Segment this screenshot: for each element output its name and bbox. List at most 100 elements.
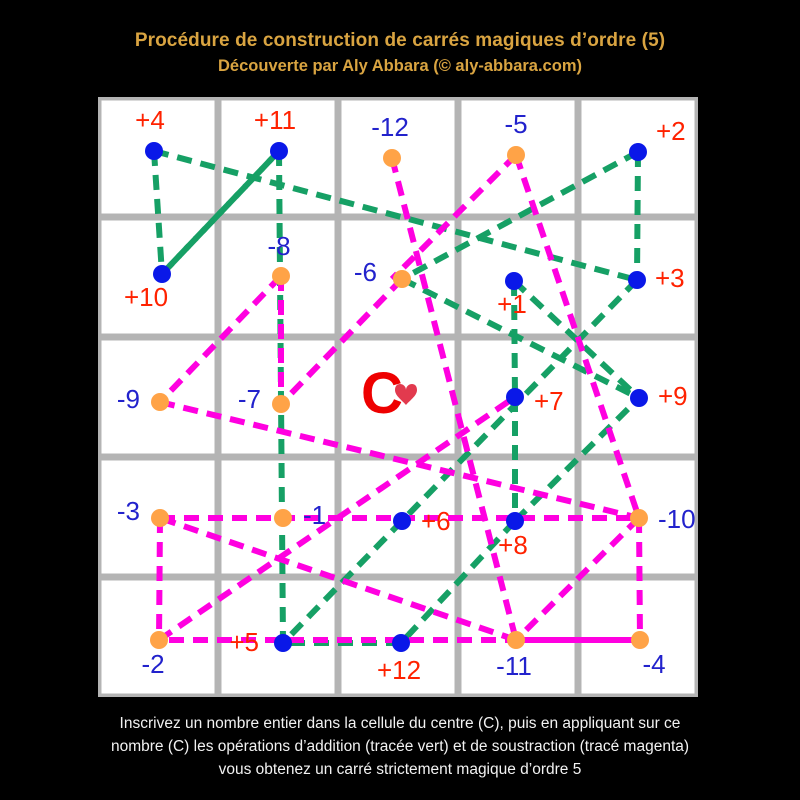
figure-caption: Inscrivez un nombre entier dans la cellu…	[0, 712, 800, 781]
node-plus6[interactable]: +6	[393, 506, 451, 536]
node-label: -1	[303, 500, 326, 530]
node-dot[interactable]	[150, 631, 168, 649]
addition-path	[400, 149, 640, 282]
node-label: -8	[267, 231, 290, 261]
subtraction-path	[636, 517, 643, 641]
node-label: -2	[141, 649, 164, 679]
subtraction-path	[389, 157, 519, 641]
subtraction-path	[159, 515, 517, 643]
node-dot[interactable]	[145, 142, 163, 160]
node-dot[interactable]	[151, 509, 169, 527]
node-dot[interactable]	[507, 631, 525, 649]
node-dot[interactable]	[630, 509, 648, 527]
node-minus3[interactable]: -3	[117, 496, 169, 527]
node-dot[interactable]	[270, 142, 288, 160]
node-layer: +4 +11 -12 -5 +2 +10 -8 -6 +1 +3 -9 -7 +7 +9 -3 -1 +6 +8 -…	[117, 105, 696, 685]
node-dot[interactable]	[274, 509, 292, 527]
subtraction-path-layer	[156, 152, 643, 643]
subtraction-path	[389, 152, 519, 282]
node-label: +8	[498, 530, 528, 560]
node-label: -9	[117, 384, 140, 414]
node-minus12[interactable]: -12	[371, 112, 409, 167]
node-minus6[interactable]: -6	[354, 257, 411, 288]
page-subtitle: Découverte par Aly Abbara (© aly-abbara.…	[218, 57, 582, 75]
node-dot[interactable]	[383, 149, 401, 167]
node-minus9[interactable]: -9	[117, 384, 169, 414]
node-label: +2	[656, 116, 686, 146]
node-minus2[interactable]: -2	[141, 631, 168, 679]
node-plus9[interactable]: +9	[630, 381, 688, 411]
node-label: +10	[124, 282, 168, 312]
subtraction-path	[513, 154, 642, 519]
node-label: +4	[135, 105, 165, 135]
node-dot[interactable]	[506, 512, 524, 530]
heart-icon	[395, 383, 417, 405]
node-dot[interactable]	[506, 388, 524, 406]
node-dot[interactable]	[393, 270, 411, 288]
addition-path	[159, 148, 282, 277]
page-title: Procédure de construction de carrés magi…	[134, 30, 666, 51]
node-dot[interactable]	[629, 143, 647, 161]
addition-path	[398, 518, 518, 646]
node-label: -12	[371, 112, 409, 142]
node-plus4[interactable]: +4	[135, 105, 165, 160]
node-label: +1	[497, 289, 527, 319]
node-minus11[interactable]: -11	[496, 631, 532, 681]
node-dot[interactable]	[153, 265, 171, 283]
node-dot[interactable]	[630, 389, 648, 407]
addition-path	[400, 276, 641, 401]
node-minus10[interactable]: -10	[630, 504, 696, 534]
caption-line-2: nombre (C) les opérations d’addition (tr…	[110, 738, 690, 755]
node-plus12[interactable]: +12	[377, 634, 421, 685]
node-dot[interactable]	[628, 271, 646, 289]
node-plus8[interactable]: +8	[498, 512, 528, 560]
node-label: +6	[421, 506, 451, 536]
node-minus5[interactable]: -5	[504, 109, 528, 164]
node-plus11[interactable]: +11	[254, 105, 296, 160]
node-minus4[interactable]: -4	[631, 631, 666, 679]
addition-path	[511, 280, 518, 398]
node-plus5[interactable]: +5	[229, 627, 292, 657]
node-plus10[interactable]: +10	[124, 265, 171, 312]
magic-square-figure: C +4 +11 -12 -5 +2 +10 -8 -6 +1 +3 -9 -7 +7 +9 -3 -1 +6 +…	[96, 94, 704, 702]
addition-path	[151, 150, 165, 275]
node-label: +3	[655, 263, 685, 293]
node-label: +12	[377, 655, 421, 685]
node-dot[interactable]	[507, 146, 525, 164]
addition-path	[153, 148, 638, 283]
node-label: -11	[496, 651, 532, 681]
node-plus3[interactable]: +3	[628, 263, 685, 293]
node-dot[interactable]	[631, 631, 649, 649]
subtraction-path	[157, 273, 284, 405]
node-dot[interactable]	[274, 634, 292, 652]
subtraction-path	[159, 399, 640, 521]
node-label: +5	[229, 627, 259, 657]
node-minus7[interactable]: -7	[238, 384, 290, 414]
node-label: +7	[534, 386, 564, 416]
title-block: Procédure de construction de carrés magi…	[0, 28, 800, 78]
node-plus2[interactable]: +2	[629, 116, 686, 161]
caption-line-1: Inscrivez un nombre entier dans la cellu…	[119, 715, 681, 732]
center-cell-symbol: C	[361, 361, 417, 426]
node-minus8[interactable]: -8	[267, 231, 291, 285]
node-dot[interactable]	[392, 634, 410, 652]
node-plus7[interactable]: +7	[506, 386, 564, 416]
node-label: +9	[658, 381, 688, 411]
subtraction-path	[278, 276, 405, 407]
addition-path	[634, 151, 641, 281]
node-dot[interactable]	[272, 267, 290, 285]
magic-square-svg: C +4 +11 -12 -5 +2+10-8-6+1+3-9 -7 +7 +9-3 -1 +6+…	[96, 94, 704, 702]
grid-cell[interactable]	[341, 340, 455, 454]
node-minus1[interactable]: -1	[274, 500, 326, 530]
node-label: -5	[504, 109, 527, 139]
node-label: +11	[254, 105, 296, 135]
node-dot[interactable]	[505, 272, 523, 290]
node-dot[interactable]	[272, 395, 290, 413]
node-plus1[interactable]: +1	[497, 272, 527, 319]
node-label: -6	[354, 257, 377, 287]
node-dot[interactable]	[393, 512, 411, 530]
node-dot[interactable]	[151, 393, 169, 411]
node-label: -4	[642, 649, 665, 679]
subtraction-path	[156, 517, 163, 641]
